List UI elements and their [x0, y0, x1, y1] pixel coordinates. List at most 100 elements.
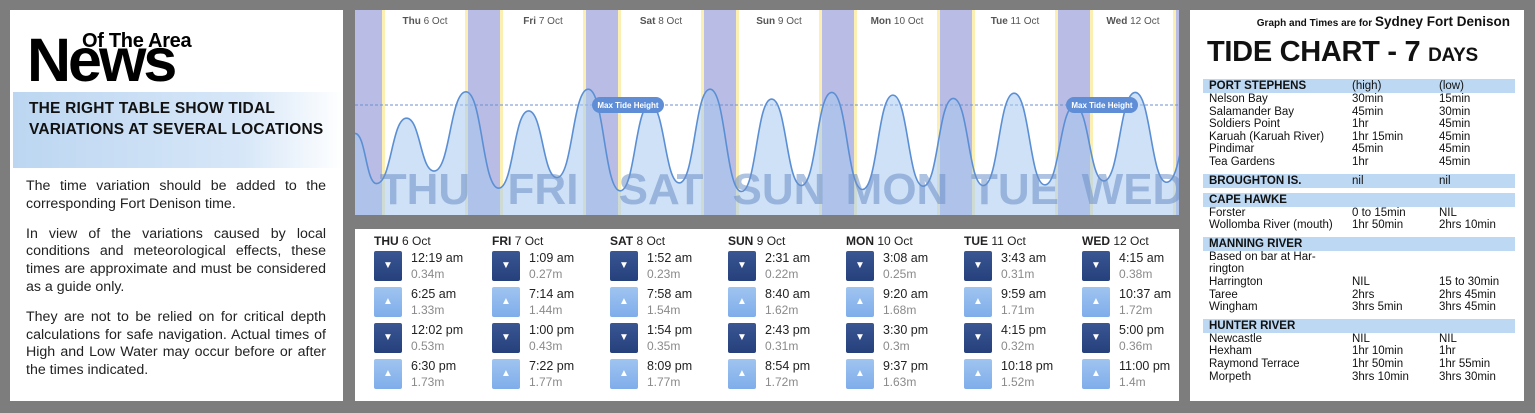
- location-name: rington: [1209, 263, 1245, 276]
- tide-time: 2:31 am: [765, 251, 811, 265]
- high-tide-entry: ▲ 11:00 pm 1.4m: [1082, 359, 1192, 393]
- high-variation: 45min: [1352, 105, 1384, 118]
- arrow-up-icon: ▲: [1082, 359, 1110, 389]
- arrow-down-icon: ▼: [374, 323, 402, 353]
- graph-times-location: Sydney Fort Denison: [1374, 14, 1510, 29]
- low-tide-entry: ▼ 2:43 pm 0.31m: [728, 323, 838, 357]
- tide-height: 0.36m: [1119, 339, 1153, 353]
- day-label-dow: Mon: [871, 16, 894, 27]
- tide-time: 9:37 pm: [883, 359, 929, 373]
- tide-time: 10:18 pm: [1001, 359, 1054, 373]
- day-label-dow: Sun: [756, 16, 778, 27]
- tide-height: 0.3m: [883, 339, 910, 353]
- high-variation: NIL: [1352, 332, 1370, 345]
- variation-table: PORT STEPHENS (high) (low) Nelson Bay 30min 1…: [1203, 79, 1515, 383]
- high-tide-entry: ▲ 8:54 pm 1.72m: [728, 359, 838, 393]
- location-name: Karuah (Karuah River): [1209, 130, 1325, 143]
- tide-graph: Thu 6 Oct Fri 7 Oct Sat 8 Oct Sun 9 Oct Mon …: [355, 10, 1179, 215]
- location-row: Nelson Bay 30min 15min: [1203, 93, 1515, 106]
- location-row: Taree 2hrs 2hrs 45min: [1203, 289, 1515, 302]
- location-row: Forster 0 to 15min NIL: [1203, 207, 1515, 220]
- big-day-label: MON: [846, 165, 949, 214]
- location-name: Raymond Terrace: [1209, 357, 1300, 370]
- day-header-date: 9 Oct: [756, 234, 786, 248]
- info-paragraphs: The time variation should be added to th…: [26, 178, 326, 392]
- tide-height: 1.4m: [1119, 375, 1146, 389]
- day-header: THU 6 Oct: [374, 234, 431, 248]
- day-header-dow: WED: [1082, 234, 1110, 248]
- tide-time: 2:43 pm: [765, 323, 811, 337]
- tide-height: 0.23m: [647, 267, 681, 281]
- tide-height: 0.53m: [411, 339, 445, 353]
- low-variation: 30min: [1439, 105, 1471, 118]
- day-header: TUE 11 Oct: [964, 234, 1026, 248]
- location-section-header: PORT STEPHENS (high) (low): [1203, 79, 1515, 93]
- day-label-date: 7 Oct: [539, 16, 563, 27]
- tide-height: 0.43m: [529, 339, 563, 353]
- low-variation: 45min: [1439, 155, 1471, 168]
- high-tide-entry: ▲ 7:58 am 1.54m: [610, 287, 720, 321]
- low-tide-entry: ▼ 1:54 pm 0.35m: [610, 323, 720, 357]
- location-row: Salamander Bay 45min 30min: [1203, 106, 1515, 119]
- arrow-down-icon: ▼: [1082, 251, 1110, 281]
- low-tide-entry: ▼ 1:09 am 0.27m: [492, 251, 602, 285]
- tide-time: 5:00 pm: [1119, 323, 1165, 337]
- tide-time: 6:25 am: [411, 287, 457, 301]
- high-variation: 1hr 50min: [1352, 357, 1404, 370]
- tide-time: 1:54 pm: [647, 323, 693, 337]
- tide-time: 4:15 pm: [1001, 323, 1047, 337]
- tide-time: 3:43 am: [1001, 251, 1047, 265]
- max-tide-pill: [1066, 97, 1138, 113]
- logo-tagline: Of The Area: [82, 30, 192, 52]
- info-paragraph: In view of the variations caused by loca…: [26, 225, 326, 295]
- tide-time: 3:08 am: [883, 251, 929, 265]
- tide-height: 0.27m: [529, 267, 563, 281]
- arrow-up-icon: ▲: [610, 359, 638, 389]
- low-variation: 45min: [1439, 130, 1471, 143]
- day-label-dow: Fri: [523, 16, 539, 27]
- high-tide-entry: ▲ 7:14 am 1.44m: [492, 287, 602, 321]
- low-tide-entry: ▼ 3:30 pm 0.3m: [846, 323, 956, 357]
- arrow-down-icon: ▼: [728, 323, 756, 353]
- callout-text: THE RIGHT TABLE SHOW TIDAL VARIATIONS AT…: [29, 100, 324, 138]
- arrow-down-icon: ▼: [492, 323, 520, 353]
- high-tide-entry: ▲ 10:18 pm 1.52m: [964, 359, 1074, 393]
- day-header-date: 6 Oct: [402, 234, 431, 248]
- location-name: Morpeth: [1209, 370, 1252, 383]
- tide-height: 1.73m: [411, 375, 445, 389]
- logo-title: News: [27, 26, 177, 94]
- tide-time: 9:20 am: [883, 287, 929, 301]
- big-day-label: THU: [380, 165, 470, 214]
- low-tide-entry: ▼ 4:15 am 0.38m: [1082, 251, 1192, 285]
- day-header-dow: FRI: [492, 234, 512, 248]
- tide-area: [355, 89, 1179, 215]
- high-tide-entry: ▲ 7:22 pm 1.77m: [492, 359, 602, 393]
- low-tide-entry: ▼ 4:15 pm 0.32m: [964, 323, 1074, 357]
- high-variation: 1hr: [1352, 118, 1369, 131]
- high-variation: 1hr 15min: [1352, 130, 1404, 143]
- section-name: MANNING RIVER: [1209, 237, 1303, 250]
- tide-chart-title-days: DAYS: [1428, 45, 1478, 66]
- tide-time: 10:37 am: [1119, 287, 1172, 301]
- tide-time: 6:30 pm: [411, 359, 457, 373]
- high-variation: NIL: [1352, 275, 1370, 288]
- day-label-dow: Sat: [640, 16, 658, 27]
- high-variation: 3hrs 10min: [1352, 370, 1409, 383]
- info-paragraph: The time variation should be added to th…: [26, 178, 326, 212]
- day-header-dow: SUN: [728, 234, 754, 248]
- location-row: rington: [1203, 263, 1515, 276]
- tide-time: 7:58 am: [647, 287, 693, 301]
- day-label-dow: Tue: [991, 16, 1011, 27]
- high-tide-entry: ▲ 8:40 am 1.62m: [728, 287, 838, 321]
- tide-height: 0.32m: [1001, 339, 1035, 353]
- max-tide-label: Max Tide Height: [1071, 101, 1133, 110]
- tide-time: 1:52 am: [647, 251, 693, 265]
- location-name: Hexham: [1209, 345, 1252, 358]
- section-high: (high): [1352, 80, 1382, 92]
- location-row: Tea Gardens 1hr 45min: [1203, 156, 1515, 169]
- tide-time: 8:09 pm: [647, 359, 693, 373]
- high-tide-entry: ▲ 9:37 pm 1.63m: [846, 359, 956, 393]
- location-section-header: HUNTER RIVER: [1203, 318, 1515, 333]
- tide-height: 1.52m: [1001, 375, 1035, 389]
- location-row: Soldiers Point 1hr 45min: [1203, 118, 1515, 131]
